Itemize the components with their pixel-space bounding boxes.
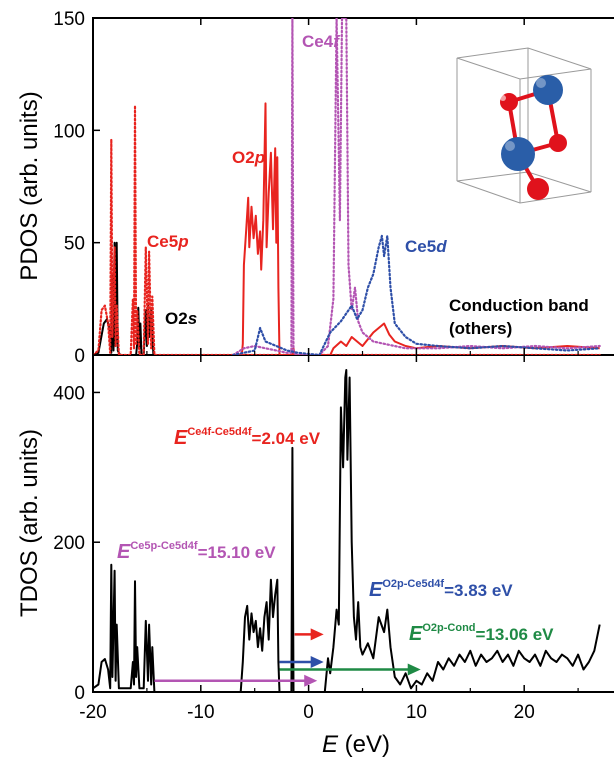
label-o2p: O2p — [232, 148, 265, 167]
series-ce5p — [93, 104, 601, 355]
top-y-tick-label: 150 — [53, 9, 85, 30]
axis-ticks: 0 50 100 150 0 200 400 -20 -10 0 10 20 — [53, 9, 579, 723]
label-ce5p: Ce5p — [147, 232, 189, 251]
cerium-atom — [533, 75, 563, 105]
x-tick-label: 20 — [514, 702, 535, 723]
label-others: (others) — [449, 319, 512, 338]
oxygen-atom — [527, 178, 549, 200]
x-tick-label: 0 — [303, 702, 314, 723]
gap-arrows — [154, 628, 421, 687]
top-y-tick-label: 50 — [64, 234, 85, 255]
cerium-atom — [501, 137, 535, 171]
series-ce5d — [232, 234, 601, 355]
bottom-y-tick-label: 400 — [53, 383, 85, 404]
gap-label-o2p-cond: EO2p-Cond=13.06 eV — [409, 622, 554, 645]
gap-label-o2p-ce5d4f: EO2p-Ce5d4f=3.83 eV — [369, 578, 513, 601]
label-ce4f: Ce4f — [302, 32, 341, 51]
series-tdos — [93, 369, 601, 692]
top-plot-area — [93, 18, 601, 355]
gap-label-ce4f: ECe4f-Ce5d4f=2.04 eV — [174, 426, 321, 449]
x-tick-label: -10 — [187, 702, 214, 723]
x-tick-label: -20 — [79, 702, 106, 723]
label-o2s: O2s — [165, 309, 197, 328]
x-axis-title: E (eV) — [322, 731, 390, 758]
gap-arrow-head — [310, 656, 324, 669]
gap-arrow-head — [310, 628, 324, 641]
gap-arrow-head — [407, 663, 421, 676]
series-o2p — [233, 102, 600, 355]
oxygen-atom — [549, 134, 567, 152]
label-ce5d: Ce5d — [405, 237, 447, 256]
gap-label-ce5p: ECe5p-Ce5d4f=15.10 eV — [117, 540, 276, 563]
top-y-tick-label: 0 — [74, 346, 85, 367]
bottom-y-axis-title: TDOS (arb. units) — [16, 429, 43, 617]
top-y-axis-title: PDOS (arb. units) — [16, 91, 43, 280]
label-conduction-band: Conduction band — [449, 296, 589, 315]
bottom-y-tick-label: 0 — [74, 683, 85, 704]
crystal-structure-inset — [456, 47, 592, 204]
bottom-plot-area — [93, 369, 601, 692]
top-y-tick-label: 100 — [53, 121, 85, 142]
series-ce4f — [232, 18, 601, 355]
gap-arrow-head — [304, 674, 318, 687]
x-tick-label: 10 — [406, 702, 427, 723]
bottom-y-tick-label: 200 — [53, 533, 85, 554]
